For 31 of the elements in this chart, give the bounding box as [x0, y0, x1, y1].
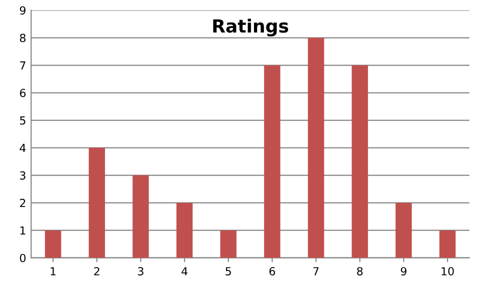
x-tick-label: 8 — [357, 267, 363, 276]
x-tick-label: 3 — [138, 267, 144, 276]
bar — [439, 230, 456, 258]
y-tick-label: 0 — [20, 254, 26, 262]
x-tick-label: 4 — [182, 267, 188, 276]
y-tick-label: 1 — [20, 226, 26, 235]
y-tick-label: 3 — [20, 171, 26, 180]
bar — [44, 230, 62, 258]
y-tick-label: 9 — [20, 6, 26, 15]
bar — [220, 230, 236, 258]
x-tick-label: 9 — [400, 267, 406, 276]
y-tick-label: 8 — [20, 34, 26, 42]
bar — [264, 65, 280, 258]
x-tick-label: 10 — [442, 267, 454, 276]
bar — [176, 202, 193, 258]
bar — [132, 175, 149, 258]
x-tick-label: 6 — [269, 267, 276, 276]
y-tick-label: 5 — [20, 116, 26, 125]
x-tick-label: 2 — [94, 267, 100, 276]
bar — [352, 65, 368, 258]
x-tick-label: 5 — [226, 267, 231, 276]
y-tick-label: 4 — [20, 144, 26, 152]
y-tick-label: 2 — [20, 198, 26, 208]
y-tick-label: 7 — [20, 61, 26, 70]
x-tick-label: 1 — [50, 267, 56, 276]
bar — [88, 148, 105, 258]
x-tick-label: 7 — [313, 267, 319, 276]
bar — [308, 38, 324, 258]
chart-title: Ratings — [213, 18, 288, 36]
bar — [396, 202, 412, 258]
y-tick-label: 6 — [20, 88, 26, 98]
